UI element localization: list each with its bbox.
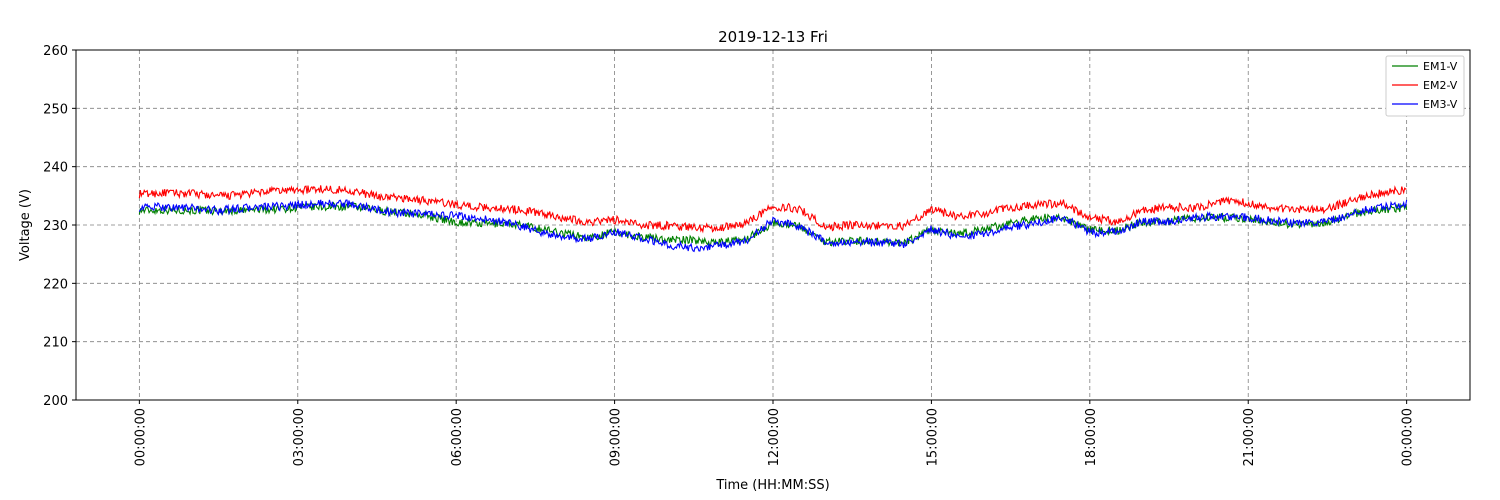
y-tick-label: 230 xyxy=(43,219,68,234)
x-tick-label: 00:00:00 xyxy=(133,408,148,466)
y-tick-label: 260 xyxy=(43,44,68,59)
chart-title: 2019-12-13 Fri xyxy=(718,28,828,46)
x-tick-label: 18:00:00 xyxy=(1084,408,1099,466)
axis-ticks: 200 210 220 230 240 250 260 00:00:00 03:00:00 06:… xyxy=(43,44,1415,466)
x-tick-label: 21:00:00 xyxy=(1242,408,1257,466)
x-axis-label: Time (HH:MM:SS) xyxy=(715,478,829,493)
legend-entry-label: EM2-V xyxy=(1423,79,1458,92)
series-line-em3-v xyxy=(138,199,1408,253)
grid-lines xyxy=(76,50,1470,400)
legend-entry-label: EM3-V xyxy=(1423,98,1458,111)
legend-box xyxy=(1385,55,1465,117)
series-line-em1-v xyxy=(138,201,1408,248)
legend-entry-label: EM1-V xyxy=(1423,60,1458,73)
series-lines xyxy=(138,185,1408,253)
y-tick-label: 240 xyxy=(43,161,68,176)
y-tick-label: 250 xyxy=(43,102,68,117)
y-tick-label: 210 xyxy=(43,336,68,351)
y-tick-label: 220 xyxy=(43,277,68,292)
y-tick-label: 200 xyxy=(43,394,68,409)
x-tick-label: 15:00:00 xyxy=(925,408,940,466)
x-tick-label: 03:00:00 xyxy=(292,408,307,466)
x-tick-label: 06:00:00 xyxy=(450,408,465,466)
series-line-em2-v xyxy=(138,185,1407,234)
x-tick-label: 09:00:00 xyxy=(609,408,624,466)
y-axis-label: Voltage (V) xyxy=(18,189,33,261)
x-tick-label: 12:00:00 xyxy=(767,408,782,466)
legend: EM1-V EM2-V EM3-V xyxy=(1385,55,1465,117)
x-tick-label: 00:00:00 xyxy=(1401,408,1416,466)
